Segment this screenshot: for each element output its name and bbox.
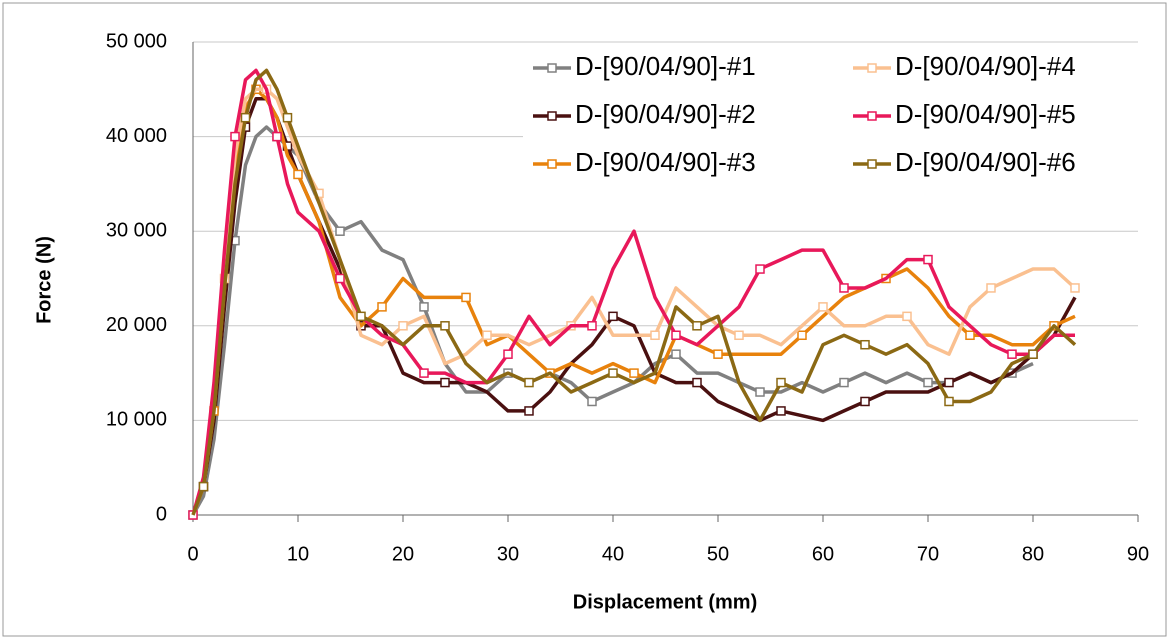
series-marker xyxy=(944,377,954,388)
legend-marker xyxy=(867,111,877,121)
series-marker xyxy=(629,368,639,378)
series-marker xyxy=(230,131,240,142)
x-tick-label: 10 xyxy=(287,543,309,565)
series-marker xyxy=(755,264,765,274)
series-marker xyxy=(713,349,723,359)
series-marker xyxy=(240,112,251,123)
legend-label: D-[90/04/90]-#3 xyxy=(575,147,756,177)
series-marker xyxy=(608,311,618,322)
y-tick-label: 0 xyxy=(156,503,167,525)
legend-marker xyxy=(547,111,557,121)
legend-marker xyxy=(547,63,557,73)
series-marker xyxy=(755,387,765,397)
series-marker xyxy=(335,226,345,236)
series-marker xyxy=(797,330,807,341)
series-marker xyxy=(587,396,597,407)
x-tick-label: 0 xyxy=(187,543,198,565)
series-marker xyxy=(608,368,618,378)
series-marker xyxy=(965,330,975,341)
x-tick-label: 80 xyxy=(1022,543,1044,565)
series-marker xyxy=(482,330,492,341)
series-marker xyxy=(398,321,408,331)
series-marker xyxy=(272,131,282,142)
series-marker xyxy=(198,481,209,492)
series-marker xyxy=(650,330,660,341)
legend-label: D-[90/04/90]-#6 xyxy=(895,147,1076,177)
series-marker xyxy=(419,368,429,378)
legend-marker xyxy=(867,159,877,169)
series-marker xyxy=(461,292,471,303)
series-marker xyxy=(776,406,786,416)
legend-label: D-[90/04/90]-#5 xyxy=(895,99,1076,129)
x-tick-label: 50 xyxy=(707,543,729,565)
series-marker xyxy=(692,321,702,331)
series-marker xyxy=(335,273,345,284)
series-marker xyxy=(356,311,366,322)
legend-label: D-[90/04/90]-#2 xyxy=(575,99,756,129)
legend-box xyxy=(523,44,1138,192)
series-marker xyxy=(524,377,534,388)
series-marker xyxy=(923,377,933,388)
series-marker xyxy=(671,349,681,359)
y-tick-label: 40 000 xyxy=(106,125,167,147)
x-tick-label: 90 xyxy=(1127,543,1149,565)
series-marker xyxy=(839,283,849,293)
series-line xyxy=(191,68,1075,516)
series-marker xyxy=(776,377,786,388)
series-marker xyxy=(902,311,912,322)
series-marker xyxy=(1070,283,1080,293)
series-marker xyxy=(524,406,534,416)
series-marker xyxy=(1007,349,1017,359)
y-tick-label: 30 000 xyxy=(106,219,167,241)
y-axis-title: Force (N) xyxy=(33,236,55,324)
x-axis-title: Displacement (mm) xyxy=(573,591,758,613)
x-tick-label: 60 xyxy=(812,543,834,565)
x-tick-label: 70 xyxy=(917,543,939,565)
series-marker xyxy=(293,169,303,180)
legend-label: D-[90/04/90]-#4 xyxy=(895,51,1076,81)
legend-marker xyxy=(867,63,877,73)
x-tick-label: 30 xyxy=(497,543,519,565)
series-marker xyxy=(839,377,849,388)
series-marker xyxy=(860,396,870,407)
series-marker xyxy=(377,302,387,312)
series-marker xyxy=(692,377,702,388)
series-marker xyxy=(440,377,450,388)
series-marker xyxy=(923,254,933,265)
series-line xyxy=(191,68,1077,516)
series-marker xyxy=(282,112,293,123)
series-marker xyxy=(671,330,681,341)
y-tick-label: 50 000 xyxy=(106,30,167,52)
series-marker xyxy=(944,396,954,407)
series-marker xyxy=(587,321,597,331)
x-tick-label: 20 xyxy=(392,543,414,565)
legend-marker xyxy=(547,159,557,169)
series-marker xyxy=(440,321,450,331)
y-tick-label: 10 000 xyxy=(106,409,167,431)
series-marker xyxy=(503,349,513,359)
series-marker xyxy=(860,339,870,350)
series-marker xyxy=(818,302,828,312)
y-tick-label: 20 000 xyxy=(106,314,167,336)
series-marker xyxy=(986,283,996,293)
series-marker xyxy=(734,330,744,341)
series-marker xyxy=(1028,349,1038,359)
x-tick-label: 40 xyxy=(602,543,624,565)
series-line xyxy=(191,87,1076,516)
series-marker xyxy=(419,302,429,312)
legend-label: D-[90/04/90]-#1 xyxy=(575,51,756,81)
